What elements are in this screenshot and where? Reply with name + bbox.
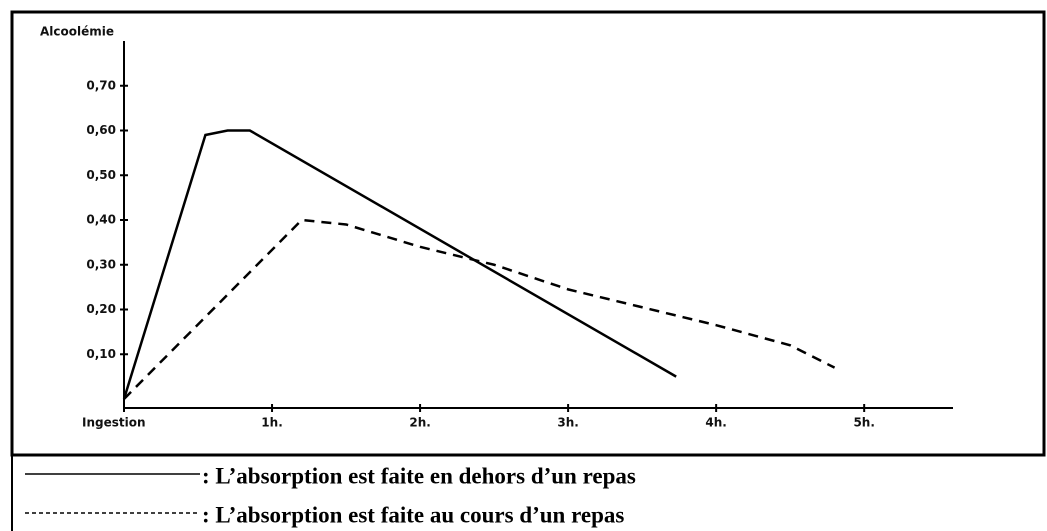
y-tick-label: 0,60 — [86, 123, 116, 137]
x-tick-label: 5h. — [853, 416, 874, 430]
legend-label: : L’absorption est faite au cours d’un r… — [202, 502, 624, 527]
y-axis-label: Alcoolémie — [40, 25, 114, 39]
x-tick-label: 4h. — [705, 416, 726, 430]
y-tick-label: 0,30 — [86, 257, 116, 271]
y-tick-label: 0,40 — [86, 213, 116, 227]
y-tick-label: 0,20 — [86, 302, 116, 316]
line-series — [123, 218, 836, 400]
x-tick-label: Ingestion — [82, 416, 146, 430]
line-series — [122, 129, 677, 400]
x-tick-label: 3h. — [557, 416, 578, 430]
y-tick-label: 0,70 — [86, 78, 116, 92]
x-tick-label: 2h. — [409, 416, 430, 430]
chart-frame — [10, 10, 1046, 457]
legend-label: : L’absorption est faite en dehors d’un … — [202, 463, 636, 488]
x-tick-label: 1h. — [261, 416, 282, 430]
y-tick-label: 0,10 — [86, 347, 116, 361]
y-tick-label: 0,50 — [86, 168, 116, 182]
